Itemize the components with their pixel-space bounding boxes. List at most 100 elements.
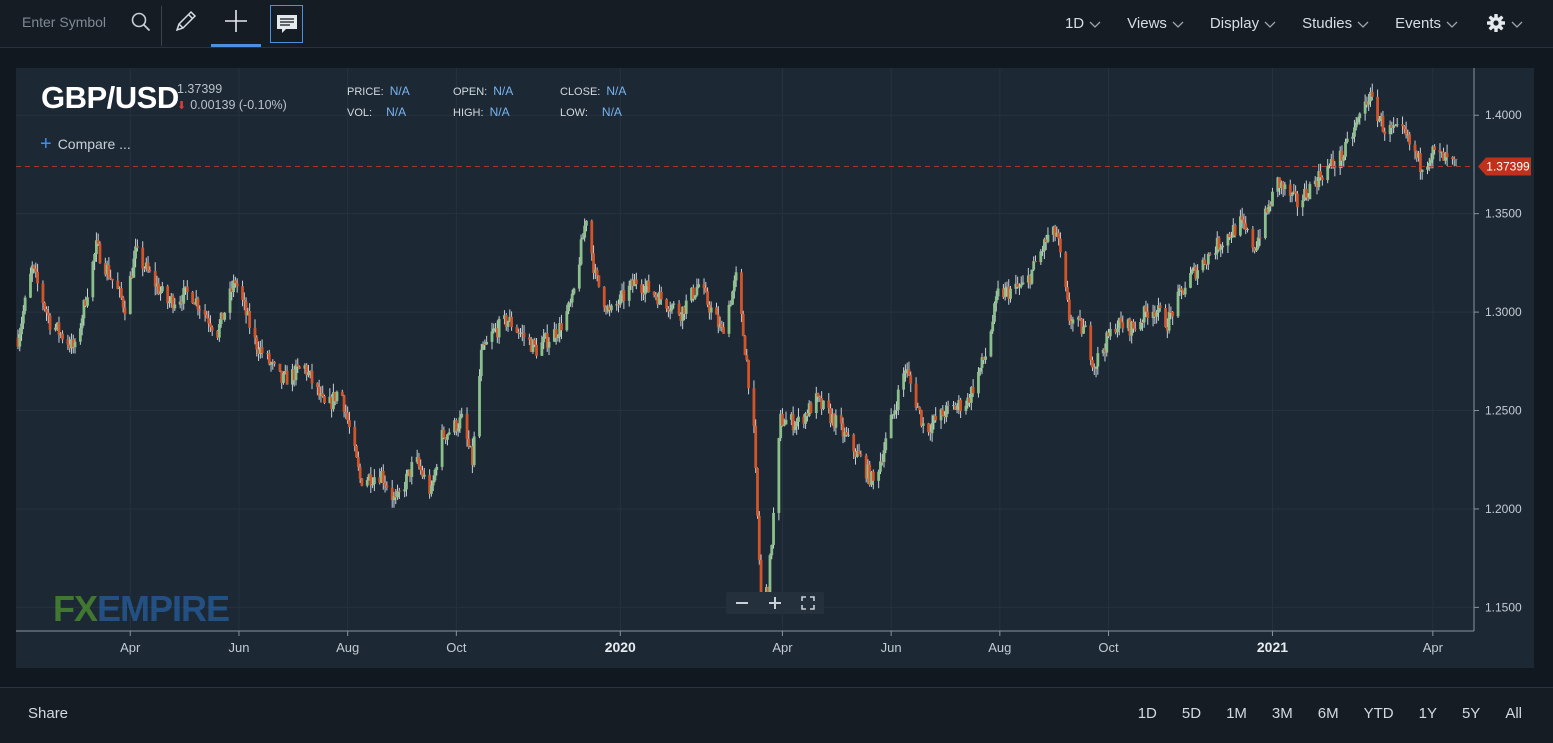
candle-body xyxy=(392,496,396,501)
range-ytd[interactable]: YTD xyxy=(1363,705,1394,722)
fullscreen-icon[interactable] xyxy=(800,596,815,610)
search-icon[interactable] xyxy=(131,12,151,32)
candle-body xyxy=(745,354,749,360)
candle-body xyxy=(1167,311,1171,331)
candle-body xyxy=(1390,125,1394,128)
range-all[interactable]: All xyxy=(1505,705,1522,722)
range-1d[interactable]: 1D xyxy=(1137,705,1157,722)
candle-body xyxy=(752,388,756,426)
candle-body xyxy=(531,339,535,352)
candle-body xyxy=(1329,159,1333,165)
candle-body xyxy=(1044,239,1048,242)
candle-body xyxy=(533,339,537,345)
candle-body xyxy=(1326,165,1330,181)
candle-body xyxy=(184,286,187,289)
draw-tool-button[interactable] xyxy=(171,6,201,36)
crosshair-tool-button[interactable] xyxy=(221,6,251,36)
candle-body xyxy=(747,359,750,389)
candle-body xyxy=(941,409,945,416)
candle-body xyxy=(1153,311,1157,317)
candle-body xyxy=(207,317,211,324)
price-readout: PRICE: N/A xyxy=(347,84,410,98)
candle-body xyxy=(595,269,599,276)
candle-body xyxy=(558,323,562,337)
candle-body xyxy=(1240,216,1244,220)
candle-body xyxy=(155,283,159,287)
candle-body xyxy=(1351,136,1355,139)
menu-events-label: Events xyxy=(1395,14,1441,32)
candle-body xyxy=(82,300,86,319)
candle-body xyxy=(410,462,414,477)
candle-body xyxy=(766,587,770,597)
candle-body xyxy=(791,414,795,430)
zoom-in-icon[interactable] xyxy=(768,596,782,610)
symbol-search xyxy=(10,8,151,36)
low-readout: LOW: N/A xyxy=(560,105,622,119)
candle-body xyxy=(920,410,923,426)
candle-body xyxy=(415,456,419,463)
range-6m[interactable]: 6M xyxy=(1317,705,1339,722)
chevron-down-icon xyxy=(1264,21,1276,28)
range-1y[interactable]: 1Y xyxy=(1418,705,1437,722)
candle-body xyxy=(1292,191,1296,193)
chevron-down-icon xyxy=(1357,21,1369,28)
compare-button[interactable]: + Compare ... xyxy=(40,134,131,154)
candle-body xyxy=(1201,259,1205,271)
candle-body xyxy=(1042,239,1046,251)
candle-body xyxy=(544,333,547,338)
low-label: LOW: xyxy=(560,107,588,119)
candle-body xyxy=(797,416,800,422)
high-value: N/A xyxy=(489,105,510,119)
zoom-out-icon[interactable] xyxy=(735,596,749,610)
candle-body xyxy=(1206,253,1210,265)
candle-body xyxy=(1142,306,1146,323)
close-label: CLOSE: xyxy=(560,86,601,98)
candle-body xyxy=(1438,149,1442,153)
candle-body xyxy=(966,397,970,406)
candle-body xyxy=(934,415,938,421)
y-tick-label: 1.3500 xyxy=(1485,207,1522,221)
candle-body xyxy=(1402,126,1406,130)
crosshair-icon xyxy=(225,10,247,32)
candle-body xyxy=(283,370,287,373)
chart-grid xyxy=(16,68,1474,631)
fxempire-logo: FXEMPIRE xyxy=(53,588,230,630)
menu-views[interactable]: Views xyxy=(1127,13,1184,33)
menu-studies[interactable]: Studies xyxy=(1302,13,1369,33)
range-5d[interactable]: 5D xyxy=(1181,705,1202,722)
range-1m[interactable]: 1M xyxy=(1226,705,1247,722)
symbol-search-input[interactable] xyxy=(10,14,120,30)
menu-interval[interactable]: 1D xyxy=(1065,13,1101,33)
candle-body xyxy=(807,403,811,417)
current-price-label: 1.37399 xyxy=(1486,159,1530,173)
share-button[interactable]: Share xyxy=(28,705,69,722)
candle-body xyxy=(372,477,376,485)
candle-body xyxy=(722,327,726,334)
settings-menu[interactable] xyxy=(1486,13,1523,33)
price-chart[interactable]: 1.4000 1.3500 1.3000 1.2500 1.2000 1.1500 Apr J… xyxy=(16,68,1534,668)
candle-body xyxy=(246,311,250,315)
candle-body xyxy=(278,363,282,371)
candle-body xyxy=(460,413,464,418)
candle-body xyxy=(55,322,59,328)
candle-body xyxy=(907,369,911,376)
menu-display[interactable]: Display xyxy=(1210,13,1276,33)
candle-body xyxy=(930,422,934,434)
candle-body xyxy=(677,303,681,315)
candle-body xyxy=(695,287,699,296)
candle-body xyxy=(1328,164,1331,166)
candle-body xyxy=(221,312,225,320)
candle-body xyxy=(93,254,97,262)
candle-body xyxy=(877,471,881,481)
candle-body xyxy=(1014,283,1018,289)
range-5y[interactable]: 5Y xyxy=(1461,705,1481,722)
candle-body xyxy=(203,310,207,315)
menu-events[interactable]: Events xyxy=(1395,13,1458,33)
candle-body xyxy=(153,270,157,287)
info-panel-button[interactable] xyxy=(270,5,303,43)
candle-body xyxy=(1383,131,1387,135)
chart-axes: 1.4000 1.3500 1.3000 1.2500 1.2000 1.1500 Apr J… xyxy=(16,68,1531,655)
candle-body xyxy=(1176,291,1180,317)
candle-body xyxy=(465,413,469,439)
range-3m[interactable]: 3M xyxy=(1271,705,1293,722)
